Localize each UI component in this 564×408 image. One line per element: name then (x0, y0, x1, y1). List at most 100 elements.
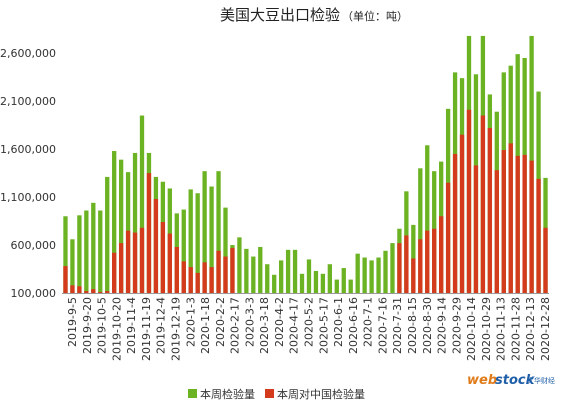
x-tick-label: 2020-1-18 (199, 297, 212, 354)
bar-china (501, 150, 506, 293)
bar-total (112, 151, 117, 293)
x-tick-label: 2020-12-28 (539, 297, 552, 361)
bar-china (132, 232, 138, 293)
legend-swatch-total (188, 389, 197, 398)
bar-total (223, 207, 228, 293)
bar-china (174, 246, 179, 293)
x-tick-label: 2020-8-15 (406, 297, 419, 354)
logo-cn: 文华财经 (527, 376, 555, 385)
bar-china (466, 109, 472, 293)
bar-total (376, 257, 381, 293)
bar-china (508, 143, 513, 293)
bar-china (473, 165, 479, 293)
x-tick-label: 2020-6-1 (332, 297, 345, 347)
bar-china (230, 247, 235, 293)
logo-stock: stock (495, 373, 536, 388)
bar-china (125, 230, 131, 293)
bars (63, 35, 548, 294)
bar-china (146, 173, 152, 293)
x-tick-label: 2020-9-14 (436, 297, 449, 354)
bar-china (70, 285, 75, 293)
bar-total (84, 210, 89, 293)
bar-total (348, 279, 353, 293)
bar-china (452, 153, 458, 293)
x-tick-label: 2019-10-5 (96, 297, 109, 354)
bar-total (383, 250, 388, 293)
bar-china (63, 266, 68, 293)
bar-china (480, 115, 486, 293)
x-tick-label: 2020-2-2 (214, 297, 227, 347)
bar-total (390, 243, 395, 293)
x-tick-label: 2020-5-2 (303, 297, 316, 347)
bar-china (459, 134, 465, 293)
bar-china (195, 272, 200, 293)
bar-total (341, 268, 346, 293)
bar-china (118, 243, 124, 293)
x-tick-label: 2020-6-16 (347, 297, 360, 354)
bar-total (369, 260, 374, 293)
y-tick-label: 600,000 (11, 239, 57, 252)
bar-total (362, 257, 367, 293)
bar-china (202, 262, 207, 293)
bar-total (320, 273, 326, 293)
x-tick-label: 2019-11-19 (140, 297, 153, 361)
x-tick-label: 2020-5-17 (317, 297, 330, 354)
bar-china (439, 216, 444, 293)
y-tick-label: 1,600,000 (0, 143, 56, 156)
bar-total (118, 159, 124, 293)
x-tick-label: 2020-11-28 (509, 297, 522, 361)
bar-total (132, 152, 138, 293)
y-tick-label: 100,000 (11, 287, 57, 300)
bar-total (334, 279, 339, 293)
bar-total (355, 253, 360, 293)
chart-unit: （单位：吨） (342, 9, 408, 23)
bar-total (216, 171, 221, 293)
x-tick-label: 2020-7-16 (376, 297, 389, 354)
y-axis: 100,000 600,000 1,100,000 1,600,000 2,100,00… (0, 47, 56, 300)
bar-total (98, 210, 103, 293)
bar-total (292, 249, 298, 293)
bar-china (418, 239, 423, 293)
x-tick-label: 2020-7-31 (391, 297, 404, 354)
x-axis: 2019-9-5 2019-9-20 2019-10-5 2019-10-20 2019… (62, 293, 552, 361)
x-tick-label: 2020-8-30 (421, 297, 434, 354)
legend-label-china: 本周对中国检验量 (277, 387, 365, 401)
bar-total (299, 273, 305, 293)
bar-total (258, 246, 263, 293)
legend-label-total: 本周检验量 (200, 387, 255, 401)
bar-total (77, 215, 82, 293)
bar-china (397, 243, 402, 293)
bar-china (209, 267, 214, 293)
bar-china (487, 128, 493, 293)
bar-total (70, 239, 75, 293)
bar-total (202, 171, 207, 293)
y-tick-label: 1,100,000 (0, 191, 56, 204)
bar-china (98, 292, 103, 293)
bar-china (160, 222, 166, 293)
bar-china (139, 227, 145, 293)
x-tick-label: 2020-4-17 (288, 297, 301, 354)
bar-china (445, 182, 451, 293)
x-tick-label: 2020-10-14 (465, 297, 478, 361)
bar-total (244, 248, 249, 293)
x-tick-label: 2019-10-20 (110, 297, 123, 361)
x-tick-label: 2020-3-18 (258, 297, 271, 354)
bar-total (237, 237, 242, 293)
bar-china (543, 227, 548, 293)
bar-total (188, 189, 193, 293)
x-tick-label: 2020-9-29 (450, 297, 463, 354)
bar-china (181, 261, 186, 293)
bar-china (515, 155, 520, 293)
y-tick-label: 2,100,000 (0, 95, 56, 108)
bar-total (285, 249, 291, 293)
bar-total (181, 209, 186, 293)
x-tick-label: 2020-12-13 (524, 297, 537, 361)
bar-total (195, 193, 200, 293)
bar-china (223, 256, 228, 293)
bar-china (522, 154, 527, 293)
legend: 本周检验量 本周对中国检验量 (188, 387, 365, 401)
bar-china (432, 228, 437, 293)
x-tick-label: 2019-9-20 (81, 297, 94, 354)
bar-china (411, 258, 416, 293)
